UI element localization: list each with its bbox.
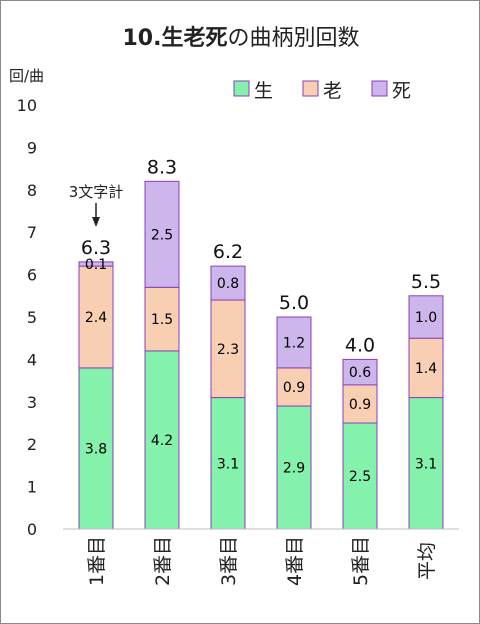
- y-tick-label: 6: [27, 266, 37, 285]
- bar-segment: [276, 316, 312, 369]
- data-label: 0.9: [349, 397, 371, 413]
- y-tick-label: 0: [27, 520, 37, 539]
- data-label: 2.3: [217, 342, 239, 358]
- data-label: 3.8: [85, 441, 107, 457]
- annotation-label: 3文字計: [69, 183, 124, 201]
- data-label: 3.1: [217, 456, 239, 472]
- y-tick-label: 2: [27, 435, 37, 454]
- x-tick-label: 4番目: [284, 536, 306, 586]
- x-tick-label: 2番目: [152, 536, 174, 586]
- data-label: 4.2: [151, 433, 173, 449]
- legend-label: 死: [392, 80, 411, 102]
- y-tick-label: 7: [27, 223, 37, 242]
- bar-segment: [342, 422, 378, 530]
- total-label: 6.3: [81, 237, 111, 259]
- bars: 3.8 2.4 0.16.3 4.2 1.5 2.5 8.3 3.1 2.3 0.8 6.2 2.9 0…: [78, 156, 444, 530]
- y-axis-label: 回/曲: [9, 67, 44, 85]
- chart-title-bold: 10.生老死: [123, 26, 228, 51]
- y-tick-label: 3: [27, 393, 37, 412]
- total-label: 8.3: [147, 156, 177, 178]
- bar-segment: [144, 286, 180, 352]
- legend: 生老死: [233, 80, 411, 102]
- bar-segment: [408, 295, 444, 339]
- bar-segment: [342, 358, 378, 386]
- y-tick-label: 1: [27, 478, 37, 497]
- y-tick-label: 10: [17, 96, 37, 115]
- data-label: 0.8: [217, 276, 239, 292]
- legend-label: 老: [323, 80, 342, 102]
- x-tick-label: 平均: [416, 542, 438, 580]
- legend-label: 生: [254, 80, 273, 102]
- chart-title-normal: の曲柄別回数: [227, 26, 359, 51]
- bar-segment: [78, 265, 114, 369]
- x-axis-ticks: 1番目 2番目 3番目 4番目 5番目 平均: [86, 536, 438, 586]
- legend-swatch: [371, 80, 388, 97]
- data-label: 0.1: [85, 257, 107, 273]
- bar-segment: [408, 397, 444, 530]
- x-tick-label: 1番目: [86, 536, 108, 586]
- legend-swatch: [302, 80, 319, 97]
- y-tick-label: 8: [27, 181, 37, 200]
- data-label: 1.4: [415, 361, 437, 377]
- data-label: 2.5: [151, 227, 173, 243]
- bar-segment: [210, 397, 246, 530]
- data-label: 2.9: [283, 461, 305, 477]
- data-label: 0.6: [349, 365, 371, 381]
- total-label: 4.0: [345, 334, 375, 356]
- data-label: 2.4: [85, 310, 107, 326]
- bar-segment: [276, 405, 312, 530]
- annotation: 3文字計: [69, 183, 124, 227]
- data-label: 1.5: [151, 312, 173, 328]
- data-label: 3.1: [415, 456, 437, 472]
- data-label: 1.2: [283, 335, 305, 351]
- x-tick-label: 5番目: [350, 536, 372, 586]
- legend-swatch: [233, 80, 250, 97]
- y-tick-label: 9: [27, 138, 37, 157]
- bar-segment: [78, 367, 114, 530]
- bar-segment: [210, 299, 246, 399]
- bar-segment: [408, 337, 444, 399]
- data-label: 2.5: [349, 469, 371, 485]
- y-tick-label: 5: [27, 308, 37, 327]
- bar-segment: [210, 265, 246, 301]
- chart-title: 10.生老死の曲柄別回数: [123, 26, 360, 51]
- y-tick-label: 4: [27, 350, 37, 369]
- total-label: 6.2: [213, 241, 243, 263]
- data-label: 1.0: [415, 310, 437, 326]
- annotation-arrow-head: [92, 217, 100, 227]
- x-tick-label: 3番目: [218, 536, 240, 586]
- bar-segment: [144, 350, 180, 530]
- data-label: 0.9: [283, 380, 305, 396]
- total-label: 5.5: [411, 271, 441, 293]
- y-axis-ticks: 0 1 2 3 4 5 6 7 8 9 10: [17, 96, 37, 539]
- bar-segment: [144, 180, 180, 288]
- bar-segment: [78, 261, 114, 267]
- total-label: 5.0: [279, 292, 309, 314]
